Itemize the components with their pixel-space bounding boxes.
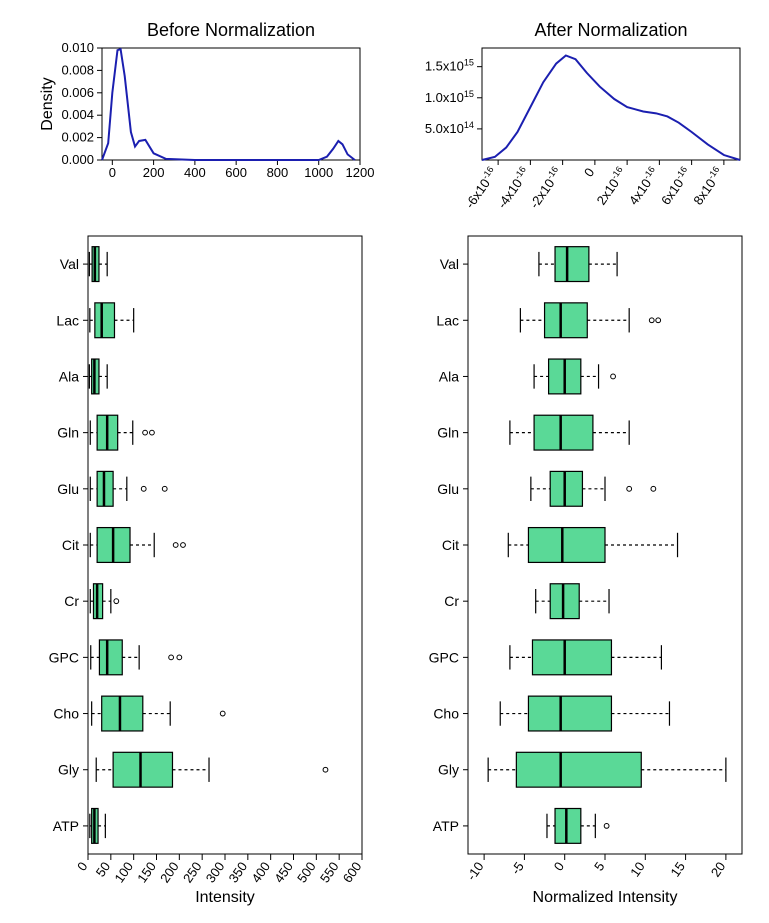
svg-text:Gly: Gly — [438, 762, 459, 778]
svg-text:20: 20 — [708, 859, 729, 879]
svg-text:-2x10-16: -2x10-16 — [526, 165, 565, 212]
svg-text:ATP: ATP — [53, 818, 79, 834]
svg-text:300: 300 — [203, 859, 228, 885]
svg-text:1.0x1015: 1.0x1015 — [425, 89, 474, 105]
svg-text:-10: -10 — [464, 859, 487, 883]
svg-text:200: 200 — [143, 165, 165, 180]
svg-text:Intensity: Intensity — [195, 889, 255, 906]
svg-text:Gln: Gln — [57, 425, 79, 441]
svg-text:0.010: 0.010 — [61, 40, 94, 55]
svg-text:0.008: 0.008 — [61, 62, 94, 77]
svg-text:5: 5 — [591, 859, 607, 874]
svg-text:15: 15 — [667, 859, 688, 879]
figure-svg: Before Normalization Density 0.000 0.002 0.0… — [0, 0, 769, 923]
svg-text:4x10-16: 4x10-16 — [625, 165, 662, 208]
svg-text:0.000: 0.000 — [61, 152, 94, 167]
svg-text:6x10-16: 6x10-16 — [657, 165, 694, 208]
svg-text:50: 50 — [93, 859, 114, 879]
svg-text:-5: -5 — [508, 859, 527, 877]
svg-text:Cr: Cr — [64, 593, 79, 609]
svg-text:Before Normalization: Before Normalization — [147, 20, 315, 40]
svg-text:Gln: Gln — [437, 425, 459, 441]
svg-text:GPC: GPC — [429, 649, 459, 665]
svg-text:0.002: 0.002 — [61, 130, 94, 145]
svg-text:350: 350 — [226, 859, 251, 885]
svg-text:Cit: Cit — [442, 537, 459, 553]
svg-text:-6x10-16: -6x10-16 — [461, 165, 500, 212]
svg-text:Cit: Cit — [62, 537, 79, 553]
svg-text:500: 500 — [294, 859, 319, 885]
svg-text:After Normalization: After Normalization — [534, 20, 687, 40]
svg-text:600: 600 — [225, 165, 247, 180]
svg-text:Glu: Glu — [437, 481, 459, 497]
svg-text:450: 450 — [271, 859, 296, 885]
svg-text:800: 800 — [267, 165, 289, 180]
svg-text:Cr: Cr — [444, 593, 459, 609]
svg-text:Lac: Lac — [56, 312, 79, 328]
svg-text:0: 0 — [74, 859, 90, 874]
svg-text:250: 250 — [180, 859, 205, 885]
svg-text:400: 400 — [184, 165, 206, 180]
svg-text:GPC: GPC — [49, 649, 79, 665]
svg-text:600: 600 — [340, 859, 365, 885]
svg-text:Density: Density — [39, 77, 56, 130]
svg-text:100: 100 — [111, 859, 136, 885]
svg-text:0.006: 0.006 — [61, 85, 94, 100]
svg-text:0: 0 — [581, 165, 597, 180]
svg-text:Val: Val — [440, 256, 459, 272]
svg-text:400: 400 — [248, 859, 273, 885]
svg-text:Normalized Intensity: Normalized Intensity — [533, 889, 678, 906]
svg-text:Ala: Ala — [439, 368, 459, 384]
svg-text:0: 0 — [109, 165, 116, 180]
svg-text:Gly: Gly — [58, 762, 79, 778]
svg-text:ATP: ATP — [433, 818, 459, 834]
svg-text:Cho: Cho — [53, 706, 79, 722]
svg-text:10: 10 — [627, 859, 648, 879]
svg-text:200: 200 — [157, 859, 182, 885]
svg-text:5.0x1014: 5.0x1014 — [425, 120, 474, 136]
svg-text:1.5x1015: 1.5x1015 — [425, 58, 474, 74]
svg-text:0: 0 — [551, 859, 567, 874]
svg-text:Lac: Lac — [436, 312, 459, 328]
svg-text:-4x10-16: -4x10-16 — [494, 165, 533, 212]
svg-text:1000: 1000 — [304, 165, 333, 180]
svg-text:Cho: Cho — [433, 706, 459, 722]
figure-page: Before Normalization Density 0.000 0.002 0.0… — [0, 0, 769, 923]
svg-text:150: 150 — [134, 859, 159, 885]
svg-text:Glu: Glu — [57, 481, 79, 497]
svg-text:550: 550 — [317, 859, 342, 885]
svg-text:1200: 1200 — [346, 165, 375, 180]
svg-text:2x10-16: 2x10-16 — [593, 165, 630, 208]
svg-text:0.004: 0.004 — [61, 107, 94, 122]
svg-text:Ala: Ala — [59, 368, 79, 384]
svg-text:Val: Val — [60, 256, 79, 272]
svg-text:8x10-16: 8x10-16 — [690, 165, 727, 208]
